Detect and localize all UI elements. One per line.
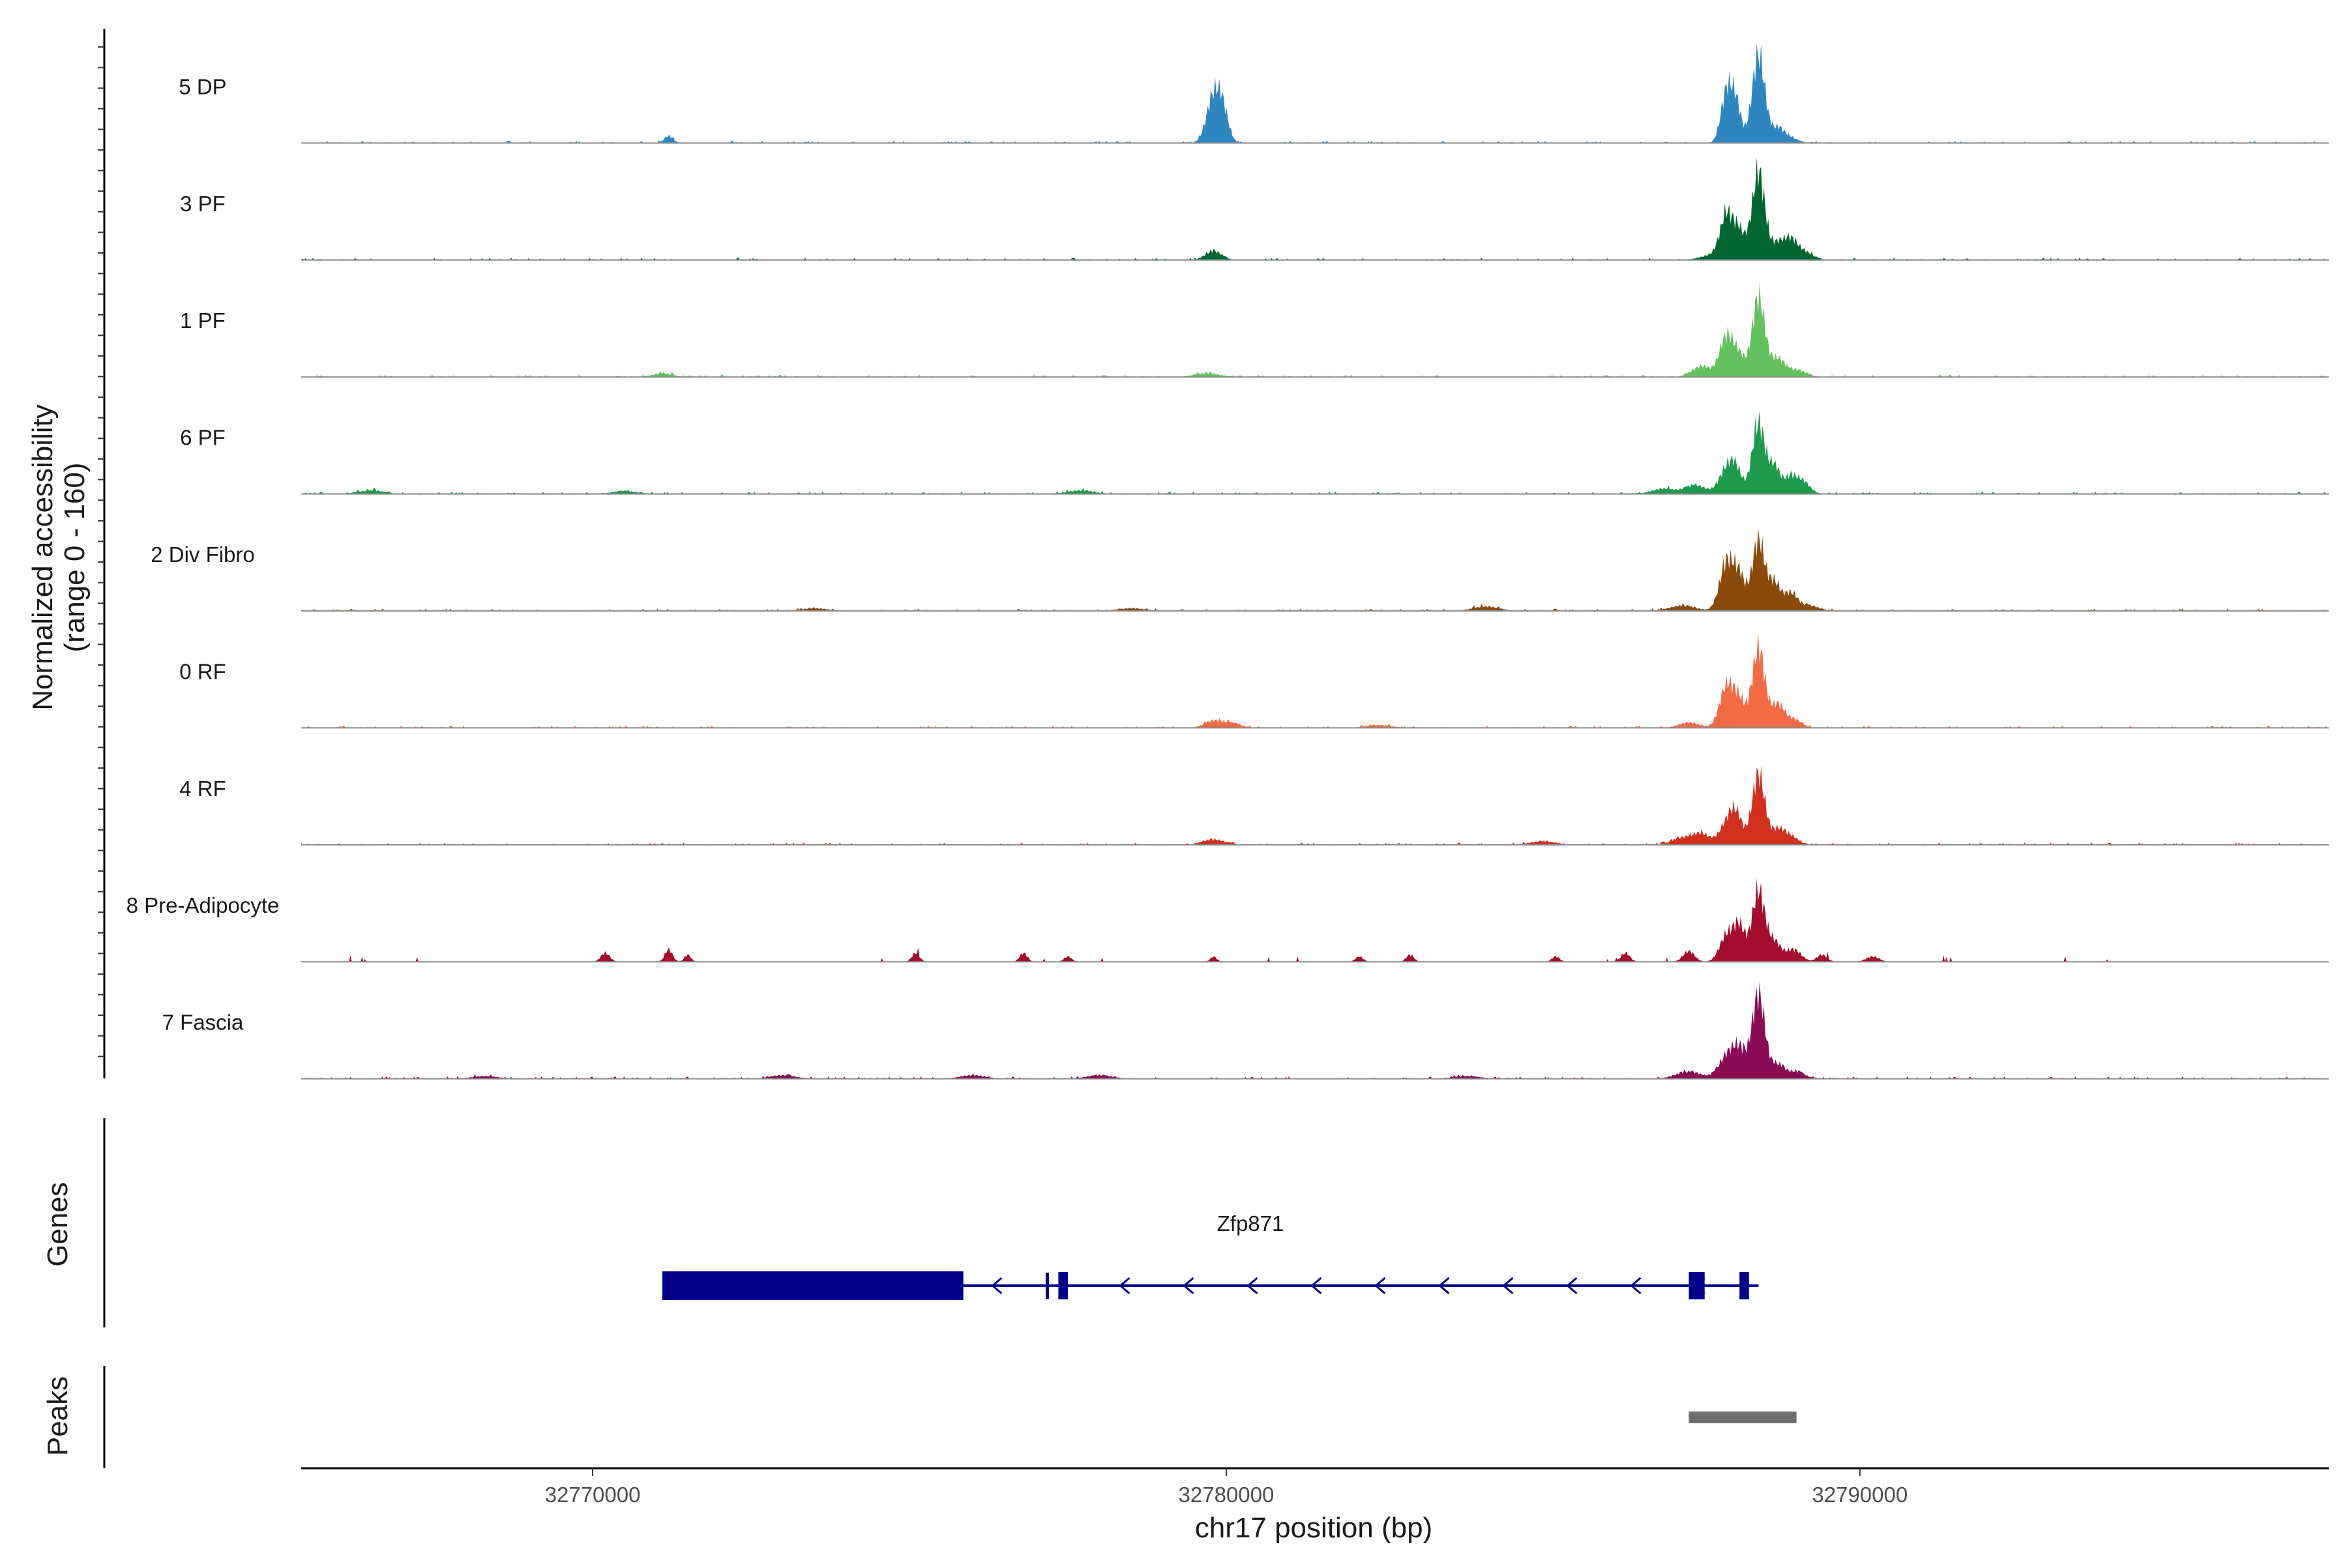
strand-arrow — [1247, 1277, 1258, 1295]
genes-track-label: Genes — [42, 1182, 74, 1267]
strand-arrow — [1310, 1277, 1322, 1295]
genes-track — [103, 1118, 1759, 1327]
peak-region-0 — [1689, 1412, 1797, 1423]
x-tick-label-1: 32780000 — [1179, 1483, 1275, 1507]
exon-0 — [662, 1271, 964, 1300]
strand-arrow — [1566, 1277, 1578, 1295]
y-axis-subtitle: (range 0 - 160) — [59, 462, 91, 652]
peaks-track-label: Peaks — [42, 1376, 74, 1456]
coverage-area-1 — [301, 156, 2329, 260]
exon-1 — [1045, 1273, 1049, 1299]
strand-arrow — [1630, 1277, 1642, 1295]
track-label-4: 2 Div Fibro — [151, 542, 255, 567]
coverage-tracks: 5 DP 3 PF 1 PF 6 PF 2 Div Fibro 0 RF 4 RF 8 Pre… — [126, 43, 2329, 1080]
strand-arrow — [1183, 1277, 1194, 1295]
x-tick-label-0: 32770000 — [545, 1483, 641, 1507]
track-label-8: 7 Fascia — [162, 1011, 244, 1035]
track-label-1: 3 PF — [180, 192, 226, 216]
x-axis-title: chr17 position (bp) — [1195, 1512, 1432, 1544]
track-label-5: 0 RF — [179, 659, 226, 683]
exon-2 — [1058, 1272, 1068, 1299]
strand-arrow — [1502, 1277, 1514, 1295]
coverage-area-0 — [301, 43, 2329, 143]
coverage-area-8 — [301, 981, 2329, 1079]
track-label-0: 5 DP — [179, 74, 226, 98]
strand-arrow — [991, 1277, 1003, 1295]
coverage-area-3 — [301, 411, 2329, 494]
coverage-area-2 — [301, 282, 2329, 377]
y-axis — [98, 29, 106, 1078]
coverage-area-4 — [301, 527, 2329, 611]
x-axis: 32770000 32780000 32790000 — [301, 1467, 2329, 1507]
x-tick-label-2: 32790000 — [1812, 1483, 1908, 1507]
coverage-area-7 — [301, 878, 2329, 962]
coverage-area-6 — [301, 765, 2329, 845]
track-label-3: 6 PF — [180, 426, 226, 450]
coverage-area-5 — [301, 630, 2329, 728]
exon-3 — [1689, 1272, 1705, 1299]
track-label-2: 1 PF — [180, 308, 226, 333]
strand-arrow — [1438, 1277, 1450, 1295]
strand-arrow — [1119, 1277, 1130, 1295]
track-label-6: 4 RF — [179, 777, 226, 801]
exon-4 — [1739, 1272, 1749, 1299]
y-axis-title: Normalized accessibility — [27, 404, 59, 710]
peaks-track — [103, 1366, 1797, 1468]
strand-arrow — [1374, 1277, 1386, 1295]
track-label-7: 8 Pre-Adipocyte — [126, 893, 280, 917]
gene-name-label: Zfp871 — [1217, 1211, 1284, 1235]
